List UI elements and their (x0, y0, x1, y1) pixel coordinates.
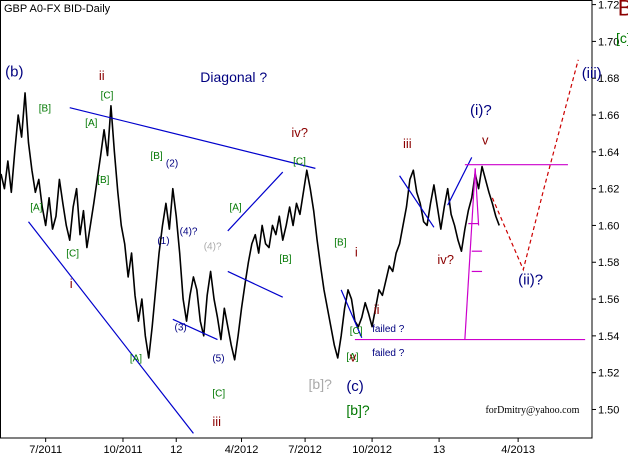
blue-trend-line (28, 221, 194, 434)
wave-label: (4)? (204, 241, 222, 252)
wave-label: [C] (293, 157, 306, 168)
y-tick-label: 1.56 (598, 294, 619, 306)
wave-label: (iii) (582, 65, 602, 82)
y-tick-label: 1.58 (598, 257, 619, 269)
wave-label: (ii)? (518, 271, 543, 288)
wave-label: (5) (212, 354, 224, 365)
wave-label: [A] (346, 352, 358, 363)
wave-label: (4)? (180, 227, 198, 238)
y-tick-label: 1.72 (598, 0, 619, 12)
price-line (0, 92, 500, 361)
blue-trend-line (69, 107, 316, 169)
wave-label: B (618, 0, 628, 21)
wave-label: (2) (166, 159, 178, 170)
wave-label: [A] (85, 118, 97, 129)
plot-frame (0, 0, 593, 439)
wave-label: [b]? (309, 376, 333, 392)
y-tick-label: 1.50 (598, 404, 619, 416)
x-tick-label: 10/2011 (104, 444, 143, 456)
wave-label: (1) (157, 236, 169, 247)
y-tick-label: 1.52 (598, 368, 619, 380)
wave-label: i (70, 276, 73, 291)
wave-label: iii (403, 136, 412, 151)
wave-label: iv? (437, 252, 454, 267)
blue-trend-line (227, 171, 284, 232)
wave-label: ii (99, 68, 105, 83)
wave-label: ii (374, 302, 380, 317)
wave-label: (b) (5, 63, 23, 80)
x-tick-label: 7/2012 (288, 444, 322, 456)
magenta-trend-line (464, 168, 476, 340)
x-tick-label: 4/2012 (225, 444, 259, 456)
wave-label: [B] (39, 103, 51, 114)
wave-label: [A] (229, 203, 241, 214)
y-tick-label: 1.60 (598, 220, 619, 232)
y-tick-label: 1.64 (598, 147, 619, 159)
x-tick-label: 4/2013 (501, 444, 535, 456)
wave-label: [B] (334, 238, 346, 249)
wave-label: (3) (175, 322, 187, 333)
wave-label: [A] (130, 354, 142, 365)
watermark-text: forDmitry@yahoo.com (485, 405, 579, 416)
projection-path (491, 59, 579, 272)
wave-label: Diagonal ? (200, 69, 267, 85)
y-tick-label: 1.66 (598, 110, 619, 122)
wave-label: [A] (30, 203, 42, 214)
wave-label: i (355, 245, 358, 260)
wave-label: [C] (350, 326, 363, 337)
wave-label: [b]? (346, 402, 370, 418)
y-tick-label: 1.70 (598, 36, 619, 48)
wave-label: [B] (279, 254, 291, 265)
wave-label: iii (212, 414, 221, 429)
blue-trend-line (399, 175, 435, 228)
wave-label: [c] (616, 30, 628, 46)
wave-label: (c) (346, 378, 364, 395)
blue-trend-line (227, 270, 284, 298)
x-tick-label: 12 (170, 444, 182, 456)
x-tick-label: 7/2011 (29, 444, 62, 456)
wave-label: iv? (291, 125, 308, 140)
y-tick-label: 1.62 (598, 184, 619, 196)
y-tick-label: 1.54 (598, 331, 619, 343)
wave-label: [C] (101, 90, 114, 101)
magenta-trend-line (474, 168, 480, 226)
wave-label: [C] (66, 249, 79, 260)
blue-trend-line (172, 318, 218, 341)
wave-label: v (350, 350, 357, 365)
wave-label: [C] (212, 389, 225, 400)
wave-label: v (482, 132, 489, 147)
wave-label: failed ? (372, 324, 405, 335)
chart-title: GBP A0-FX BID-Daily (4, 3, 111, 15)
blue-trend-line (447, 157, 473, 206)
x-tick-label: 10/2012 (352, 444, 392, 456)
wave-label: [B] (150, 151, 162, 162)
x-tick-label: 13 (433, 444, 445, 456)
wave-label: failed ? (372, 348, 405, 359)
y-tick-label: 1.68 (598, 73, 619, 85)
blue-trend-line (340, 289, 363, 338)
wave-label: [B] (97, 175, 109, 186)
wave-label: (i)? (470, 102, 492, 119)
